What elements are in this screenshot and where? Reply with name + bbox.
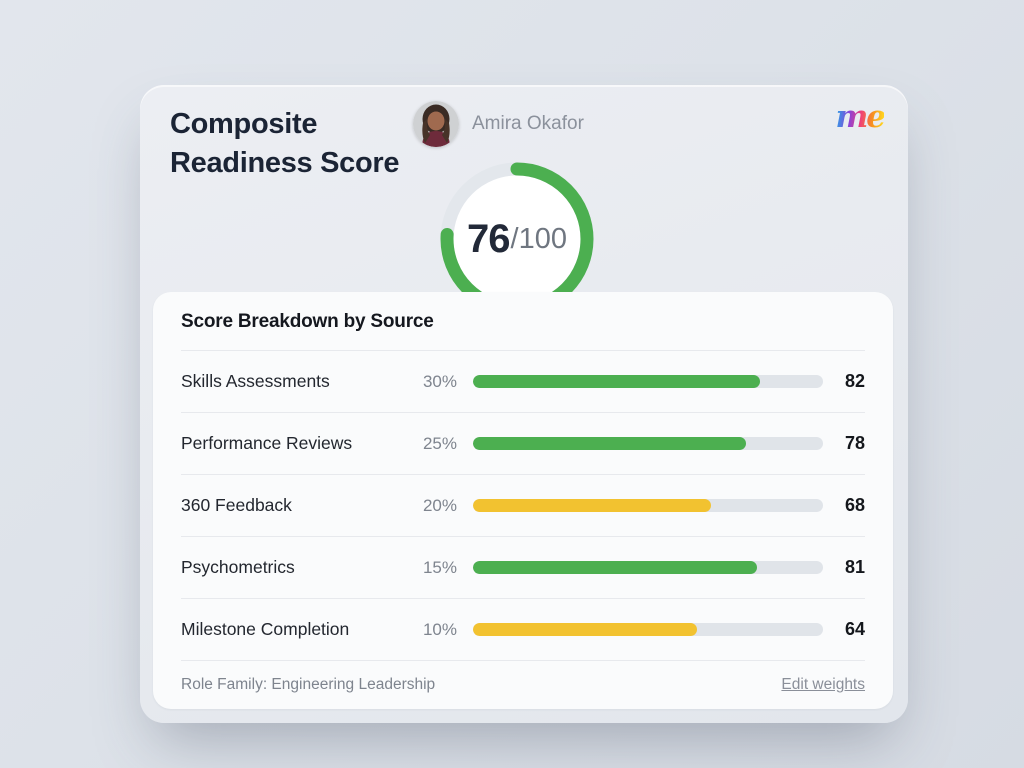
row-label: 360 Feedback xyxy=(181,495,292,515)
progress-bar-track xyxy=(473,561,823,574)
progress-bar-track xyxy=(473,499,823,512)
avatar xyxy=(413,101,459,147)
table-row: Milestone Completion 10% 64 xyxy=(153,599,893,660)
score-max: /100 xyxy=(510,222,567,255)
score-gauge: 76/100 xyxy=(439,161,595,317)
row-score: 68 xyxy=(844,495,865,515)
progress-bar-track xyxy=(473,623,823,636)
row-weight: 10% xyxy=(422,619,457,639)
row-score: 81 xyxy=(844,557,865,577)
row-weight: 25% xyxy=(422,433,457,453)
panel-title: Score Breakdown by Source xyxy=(181,311,434,332)
table-row: Psychometrics 15% 81 xyxy=(153,537,893,598)
table-row: Skills Assessments 30% 82 xyxy=(153,351,893,412)
row-score: 82 xyxy=(844,371,865,391)
table-row: Performance Reviews 25% 78 xyxy=(153,413,893,474)
readiness-score-card: Composite Readiness Score Amira Okafor xyxy=(140,85,908,723)
score-label: 76/100 xyxy=(439,161,595,317)
divider xyxy=(181,536,865,537)
table-row: 360 Feedback 20% 68 xyxy=(153,475,893,536)
score-value: 76 xyxy=(467,216,510,261)
row-weight: 15% xyxy=(422,557,457,577)
panel-footer: Role Family: Engineering Leadership Edit… xyxy=(153,661,893,709)
row-label: Psychometrics xyxy=(181,557,295,577)
user-chip: Amira Okafor xyxy=(413,101,584,147)
progress-bar-track xyxy=(473,375,823,388)
row-score: 64 xyxy=(844,619,865,639)
row-label: Milestone Completion xyxy=(181,619,350,639)
row-weight: 20% xyxy=(422,495,457,515)
progress-bar-fill xyxy=(473,623,697,636)
divider xyxy=(181,598,865,599)
row-label: Performance Reviews xyxy=(181,433,353,453)
divider xyxy=(181,412,865,413)
divider xyxy=(181,350,865,351)
role-family-label: Role Family: Engineering Leadership xyxy=(181,676,436,693)
divider xyxy=(181,474,865,475)
progress-bar-fill xyxy=(473,561,757,574)
divider xyxy=(181,660,865,661)
progress-bar-fill xyxy=(473,375,760,388)
progress-bar-track xyxy=(473,437,823,450)
brand-logo: me xyxy=(835,99,886,135)
row-weight: 30% xyxy=(422,371,457,391)
row-score: 78 xyxy=(844,433,865,453)
progress-bar-fill xyxy=(473,437,746,450)
edit-weights-link[interactable]: Edit weights xyxy=(781,676,865,693)
row-label: Skills Assessments xyxy=(181,371,330,391)
page-title: Composite Readiness Score xyxy=(170,108,400,179)
score-breakdown-panel: Score Breakdown by Source Skills Assessm… xyxy=(153,292,893,709)
user-name: Amira Okafor xyxy=(472,113,584,134)
progress-bar-fill xyxy=(473,499,711,512)
